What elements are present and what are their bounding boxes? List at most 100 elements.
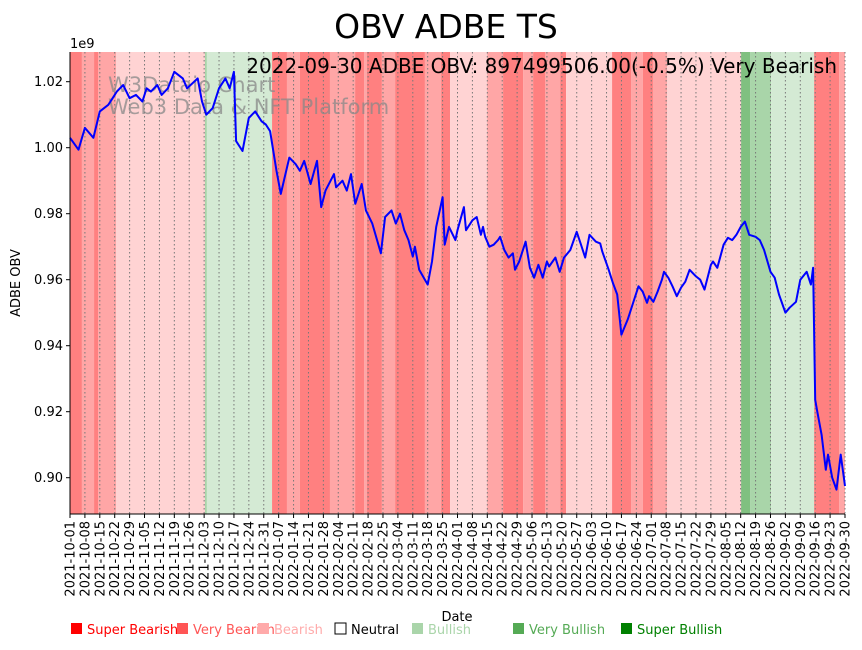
x-tick-label: 2022-02-11 [347,521,362,597]
regime-band-very-bearish [98,52,116,514]
regime-band-very-bearish [382,52,395,514]
regime-band-bearish [667,52,741,514]
x-tick-label: 2022-01-14 [287,521,302,597]
x-tick-label: 2022-03-18 [421,521,436,597]
regime-band-super-bearish [70,52,82,514]
y-axis-label: ADBE OBV [9,249,24,317]
x-tick-label: 2022-09-23 [824,521,839,597]
regime-band-very-bullish [750,52,771,514]
x-tick-label: 2022-06-17 [615,521,630,597]
x-tick-label: 2021-10-08 [78,521,93,597]
y-tick-label: 0.90 [34,471,63,486]
x-tick-label: 2022-04-22 [496,521,511,597]
regime-band-super-bearish [814,52,839,514]
x-tick-label: 2021-11-19 [168,521,183,597]
x-tick-label: 2022-09-02 [779,521,794,597]
y-axis-ticks: 0.90 0.92 0.94 0.96 0.98 1.00 1.02 [34,75,70,486]
x-tick-label: 2022-01-28 [317,521,332,597]
x-tick-label: 2022-02-04 [332,521,347,597]
y-tick-label: 1.00 [34,141,63,156]
x-tick-label: 2022-03-04 [391,521,406,597]
x-tick-label: 2021-11-26 [183,521,198,597]
legend-label-bullish: Bullish [428,623,471,638]
regime-band-very-bearish [631,52,643,514]
y-tick-label: 0.96 [34,273,63,288]
x-tick-label: 2022-06-24 [630,521,645,597]
regime-band-very-bearish [839,52,845,514]
x-tick-label: 2021-10-15 [93,521,108,597]
x-tick-label: 2022-09-16 [809,521,824,597]
x-tick-label: 2022-04-08 [466,521,481,597]
x-tick-label: 2022-08-26 [764,521,779,597]
y-tick-label: 0.92 [34,405,63,420]
x-tick-label: 2022-05-13 [540,521,555,597]
legend-swatch-very-bullish [513,623,524,634]
x-tick-label: 2022-09-09 [794,521,809,597]
regime-band-bearish [566,52,612,514]
regime-band-very-bearish [487,52,503,514]
x-tick-label: 2022-08-12 [734,521,749,597]
regime-band-super-bearish [272,52,287,514]
x-tick-label: 2021-12-17 [227,521,242,597]
legend-label-super-bullish: Super Bullish [637,623,722,638]
x-tick-label: 2021-10-22 [108,521,123,597]
x-tick-label: 2022-02-25 [376,521,391,597]
x-tick-label: 2022-06-03 [585,521,600,597]
regime-band-super-bearish [560,52,566,514]
regime-band-super-bearish [355,52,364,514]
x-tick-label: 2022-03-11 [406,521,421,597]
regime-band-super-bearish [300,52,330,514]
regime-band-super-bullish [741,52,750,514]
regime-band-super-bearish [367,52,382,514]
regime-band-bearish [450,52,487,514]
legend-swatch-neutral [335,623,346,634]
y-tick-label: 0.94 [34,339,63,354]
x-tick-label: 2022-05-20 [555,521,570,597]
x-tick-label: 2022-08-05 [719,521,734,597]
regime-band-super-bearish [533,52,545,514]
y-tick-label: 1.02 [34,75,63,90]
legend-swatch-very-bearish [177,623,188,634]
x-tick-label: 2021-10-29 [123,521,138,597]
x-tick-label: 2022-07-29 [704,521,719,597]
regime-band-very-bearish [364,52,367,514]
x-tick-label: 2022-09-30 [839,521,854,597]
x-tick-label: 2022-08-19 [749,521,764,597]
regime-band-very-bearish [330,52,355,514]
y-multiplier-label: 1e9 [70,37,95,52]
legend-swatch-super-bullish [621,623,632,634]
x-tick-label: 2022-07-08 [660,521,675,597]
x-tick-label: 2021-12-24 [242,521,257,597]
x-tick-label: 2022-07-15 [675,521,690,597]
x-tick-label: 2021-12-03 [198,521,213,597]
x-tick-label: 2022-01-07 [272,521,287,597]
x-tick-label: 2022-02-18 [362,521,377,597]
x-tick-label: 2022-06-10 [600,521,615,597]
x-tick-label: 2022-04-15 [481,521,496,597]
x-tick-label: 2022-04-01 [451,521,466,597]
legend-swatch-bearish [258,623,269,634]
watermark-line-2: Web3 Data & NFT Platform [108,95,389,119]
x-tick-label: 2022-05-27 [570,521,585,597]
x-tick-label: 2021-12-10 [213,521,228,597]
y-tick-label: 0.98 [34,207,63,222]
legend-label-very-bullish: Very Bullish [529,623,605,638]
x-tick-label: 2021-11-05 [138,521,153,597]
regime-band-bullish [771,52,814,514]
legend-label-neutral: Neutral [351,623,399,638]
regime-band-super-bearish [395,52,425,514]
legend-swatch-bullish [412,623,423,634]
legend-label-super-bearish: Super Bearish [87,623,178,638]
latest-value-annotation: 2022-09-30 ADBE OBV: 897499506.00(-0.5%)… [246,54,837,78]
x-tick-label: 2021-11-12 [153,521,168,597]
regime-band-very-bearish [82,52,94,514]
regime-band-very-bullish [205,52,207,514]
legend-swatch-super-bearish [71,623,82,634]
regime-band-super-bearish [503,52,523,514]
x-tick-label: 2022-07-01 [645,521,660,597]
x-tick-label: 2021-12-31 [257,521,272,597]
x-tick-label: 2022-01-21 [302,521,317,597]
